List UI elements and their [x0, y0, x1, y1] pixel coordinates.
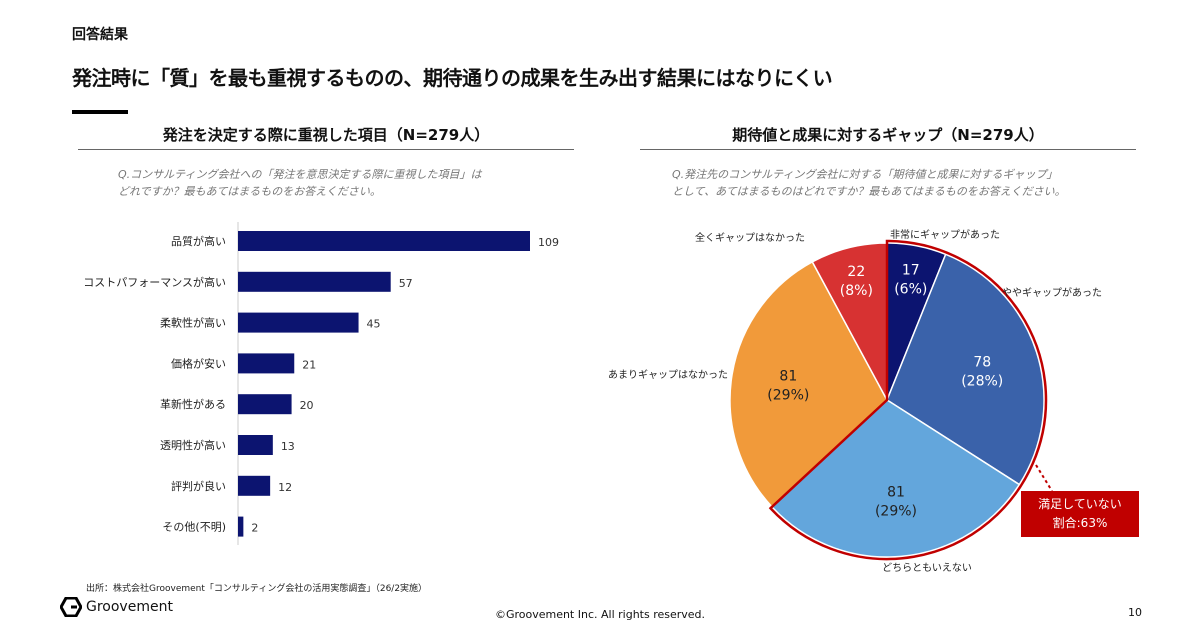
data-label: 2: [251, 522, 258, 535]
pie-slice: [886, 253, 1045, 486]
bar: [238, 271, 391, 292]
bar-chart: 品質が高い 109 コストパフォーマンスが高い 57 柔軟性が高い 45 価格が安い 21 革新…: [83, 222, 559, 545]
callout-line: 満足していない: [1038, 497, 1122, 511]
category-label: 柔軟性が高い: [160, 316, 226, 330]
pie-slice: [729, 260, 888, 508]
data-label: 57: [399, 277, 413, 290]
data-label: 45: [367, 318, 381, 331]
slice-percent: (29%): [767, 388, 809, 404]
pie-chart-title: 期待値と成果に対するギャップ（N=279人）: [640, 124, 1136, 150]
bar: [238, 312, 359, 333]
slice-label: どちらともいえない: [882, 562, 972, 574]
category-label: 革新性がある: [160, 397, 226, 411]
headline: 発注時に「質」を最も重視するものの、期待通りの成果を生み出す結果にはなりにくい: [72, 66, 833, 90]
slice-percent: (8%): [840, 283, 873, 299]
copyright: ©Groovement Inc. All rights reserved.: [494, 608, 706, 621]
slice-label: ややギャップがあった: [1002, 286, 1102, 299]
callout-line: 割合:63%: [1052, 516, 1108, 530]
accent-bar: [72, 110, 128, 114]
category-label: コストパフォーマンスが高い: [83, 275, 226, 289]
data-label: 109: [538, 236, 559, 249]
highlight-outline: [768, 239, 1048, 561]
pie-chart: 17 (6%) 非常にギャップがあった 78 (28%) ややギャップがあった 81 (29%…: [608, 228, 1102, 574]
data-label: 20: [300, 399, 314, 412]
bar-chart-title: 発注を決定する際に重視した項目（N=279人）: [78, 124, 574, 150]
section-label: 回答結果: [72, 27, 128, 43]
logo-text: Groovement: [86, 599, 173, 615]
pie-slice: [770, 399, 1021, 558]
slice-value: 81: [887, 485, 905, 501]
question-line: Q.コンサルティング会社への「発注を意思決定する際に重視した項目」は: [118, 168, 482, 181]
slice-percent: (6%): [894, 281, 927, 297]
slice-label: あまりギャップはなかった: [608, 369, 728, 381]
bar: [238, 475, 271, 496]
category-label: その他(不明): [162, 521, 226, 534]
category-label: 評判が良い: [171, 479, 226, 493]
question-line: Q.発注先のコンサルティング会社に対する「期待値と成果に対するギャップ」: [672, 168, 1058, 181]
question-line: として、あてはまるものはどれですか？最もあてはまるものをお答えください。: [672, 185, 1066, 198]
category-label: 品質が高い: [171, 234, 226, 248]
data-label: 13: [281, 440, 295, 453]
pie-question: Q.発注先のコンサルティング会社に対する「期待値と成果に対するギャップ」 として…: [672, 166, 1066, 200]
callout-pointer: [1035, 464, 1053, 492]
groovement-logo-icon: [60, 597, 82, 617]
slice-value: 17: [902, 262, 920, 278]
slice-percent: (29%): [875, 504, 917, 520]
bar: [238, 353, 295, 374]
slice-value: 22: [847, 264, 865, 280]
data-label: 12: [278, 481, 292, 494]
bar: [238, 231, 530, 251]
bar: [238, 394, 292, 415]
bar-question: Q.コンサルティング会社への「発注を意思決定する際に重視した項目」は どれですか…: [118, 166, 482, 200]
slice-value: 81: [779, 369, 797, 385]
page-number: 10: [1128, 606, 1142, 619]
slice-label: 全くギャップはなかった: [695, 231, 805, 244]
category-label: 透明性が高い: [160, 438, 226, 452]
slice-percent: (28%): [961, 374, 1003, 390]
bar: [238, 516, 244, 537]
slice-value: 78: [973, 355, 991, 371]
source-note: 出所：株式会社Groovement「コンサルティング会社の活用実態調査」（26/…: [86, 584, 428, 594]
dissatisfied-callout: 満足していない 割合:63%: [1021, 491, 1139, 537]
slice-label: 非常にギャップがあった: [890, 228, 1000, 241]
question-line: どれですか？最もあてはまるものをお答えください。: [118, 185, 381, 198]
bar: [238, 435, 273, 455]
data-label: 21: [302, 358, 316, 371]
category-label: 価格が安い: [171, 356, 226, 370]
logo: Groovement: [60, 597, 173, 617]
